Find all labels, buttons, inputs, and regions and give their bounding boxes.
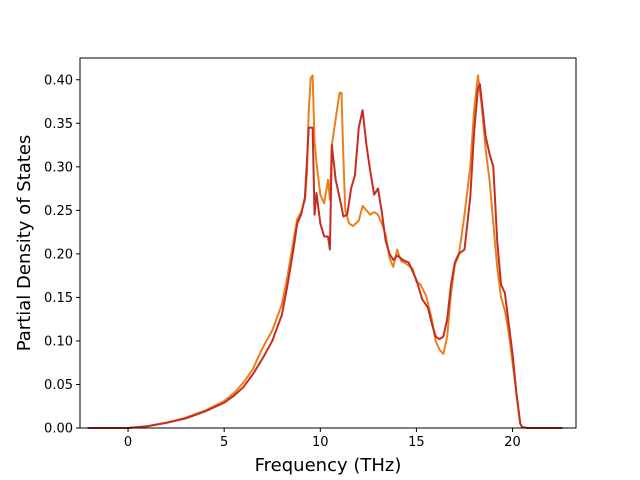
y-tick-label: 0.20: [44, 247, 73, 262]
series-layer: [87, 74, 563, 429]
axes-frame: [79, 57, 577, 429]
y-axis-title: Partial Density of States: [14, 135, 35, 352]
y-tick-label: 0.00: [44, 422, 73, 437]
x-tick-label: 0: [124, 435, 132, 450]
x-tick-label: 5: [220, 435, 228, 450]
y-tick-label: 0.30: [44, 160, 73, 175]
x-tick-label: 20: [504, 435, 521, 450]
y-tick-label: 0.35: [44, 117, 73, 132]
x-tick-label: 10: [312, 435, 329, 450]
series-line-2: [87, 83, 563, 429]
x-axis-ticks: 0 5 10 15 20: [124, 428, 521, 450]
y-axis-ticks: 0.00 0.05 0.10 0.15 0.20 0.25 0.30 0.35 0.40: [44, 73, 80, 437]
y-tick-label: 0.40: [44, 73, 73, 88]
x-axis-title: Frequency (THz): [255, 455, 402, 476]
x-tick-label: 15: [408, 435, 425, 450]
y-tick-label: 0.15: [44, 291, 73, 306]
y-tick-label: 0.05: [44, 378, 73, 393]
y-tick-label: 0.10: [44, 334, 73, 349]
y-tick-label: 0.25: [44, 204, 73, 219]
